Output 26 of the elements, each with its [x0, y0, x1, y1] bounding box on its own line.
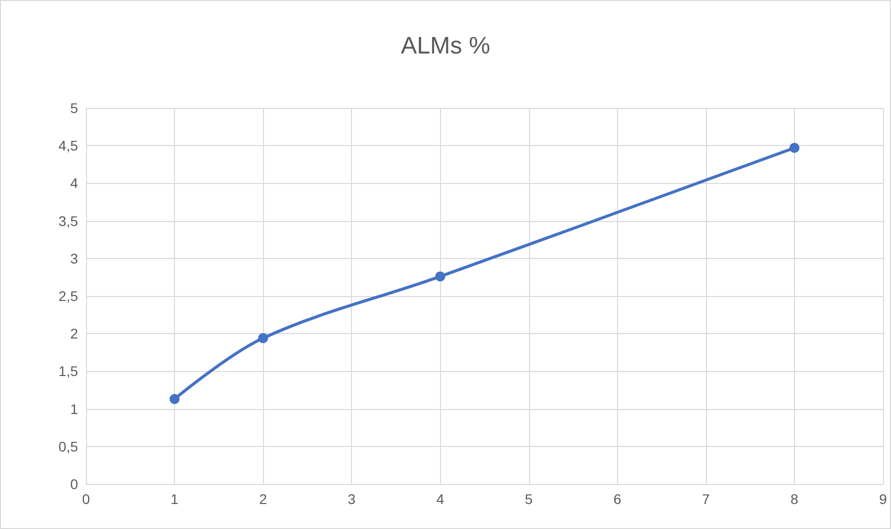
y-tick-label: 2: [70, 326, 78, 342]
x-tick-label: 3: [348, 491, 356, 507]
x-tick-label: 9: [879, 491, 888, 507]
y-tick-label: 4,5: [58, 138, 78, 154]
x-tick-label: 2: [259, 491, 268, 507]
x-tick-label: 5: [524, 491, 533, 507]
x-tick-label: 0: [82, 491, 90, 507]
chart-title: ALMs %: [400, 32, 490, 60]
y-tick-label: 0,5: [58, 438, 78, 454]
y-tick-label: 5: [70, 100, 78, 116]
y-tick-label: 4: [70, 175, 78, 192]
y-tick-label: 3,5: [58, 212, 78, 229]
x-tick-label: 7: [702, 491, 710, 507]
x-tick-label: 6: [613, 491, 622, 507]
point: [258, 333, 268, 344]
y-tick-label: 0: [70, 476, 78, 492]
y-tick-label: 3: [70, 250, 78, 266]
y-tick-label: 1: [70, 400, 78, 417]
y-tick-label: 1,5: [58, 363, 78, 380]
point: [789, 142, 800, 153]
x-tick-label: 1: [170, 491, 179, 507]
point: [170, 394, 180, 404]
x-tick-label: 8: [790, 491, 799, 507]
y-tick-label: 2,5: [58, 288, 78, 304]
x-tick-label: 4: [436, 491, 444, 507]
point: [435, 271, 446, 282]
